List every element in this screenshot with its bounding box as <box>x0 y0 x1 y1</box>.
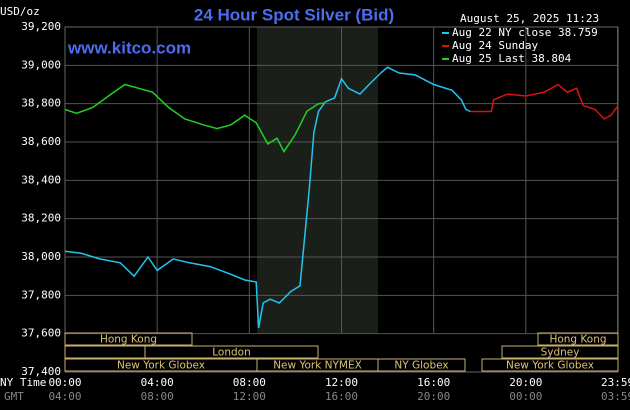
legend-label: Aug 22 NY close 38.759 <box>452 26 598 39</box>
gmt-tick-label: 20:00 <box>417 390 450 403</box>
session-label: Sydney <box>541 347 580 359</box>
x2-axis-label: GMT <box>4 390 24 403</box>
chart-title: 24 Hour Spot Silver (Bid) <box>194 5 394 24</box>
gmt-tick-label: 00:00 <box>509 390 542 403</box>
unit-label: USD/oz <box>0 5 40 18</box>
y-tick-label: 39,200 <box>21 20 61 33</box>
x-tick-label: 04:00 <box>141 376 174 389</box>
session-label: NY Globex <box>394 360 448 372</box>
timestamp: August 25, 2025 11:23 <box>460 12 599 25</box>
gmt-tick-label: 03:59 <box>601 390 630 403</box>
gmt-tick-label: 04:00 <box>48 390 81 403</box>
session-box <box>481 358 619 372</box>
session-box <box>64 332 193 346</box>
session-box <box>537 332 619 346</box>
session-label: London <box>212 347 251 359</box>
plot-border <box>64 26 619 373</box>
session-label: Hong Kong <box>549 334 606 346</box>
x-tick-label: 00:00 <box>48 376 81 389</box>
y-tick-label: 38,400 <box>21 173 61 186</box>
session-box <box>377 358 466 372</box>
x-axis-label: NY Time <box>0 376 46 389</box>
x-tick-label: 20:00 <box>509 376 542 389</box>
x-tick-label: 12:00 <box>325 376 358 389</box>
session-label: New York Globex <box>117 360 205 372</box>
x-tick-label: 16:00 <box>417 376 450 389</box>
gmt-tick-label: 16:00 <box>325 390 358 403</box>
gmt-tick-label: 08:00 <box>141 390 174 403</box>
series-line <box>470 83 619 120</box>
session-label: New York Globex <box>506 360 594 372</box>
session-box <box>501 345 619 359</box>
y-tick-label: 38,600 <box>21 135 61 148</box>
y-tick-label: 37,800 <box>21 288 61 301</box>
session-label: Hong Kong <box>100 334 157 346</box>
session-box <box>144 345 319 359</box>
y-tick-label: 38,800 <box>21 97 61 110</box>
y-tick-label: 38,000 <box>21 250 61 263</box>
y-tick-label: 37,600 <box>21 327 61 340</box>
gmt-tick-label: 12:00 <box>233 390 266 403</box>
legend-label: Aug 24 Sunday <box>452 39 538 52</box>
legend-label: Aug 25 Last 38.804 <box>452 52 572 65</box>
x-tick-label: 08:00 <box>233 376 266 389</box>
session-label: New York NYMEX <box>273 360 362 372</box>
x-tick-label: 23:59 <box>601 376 630 389</box>
y-tick-label: 39,000 <box>21 58 61 71</box>
series-line <box>64 83 326 154</box>
series-line <box>64 66 471 329</box>
y-tick-label: 38,200 <box>21 212 61 225</box>
y-tick-label: 37,400 <box>21 365 61 378</box>
site-label: www.kitco.com <box>67 38 191 57</box>
